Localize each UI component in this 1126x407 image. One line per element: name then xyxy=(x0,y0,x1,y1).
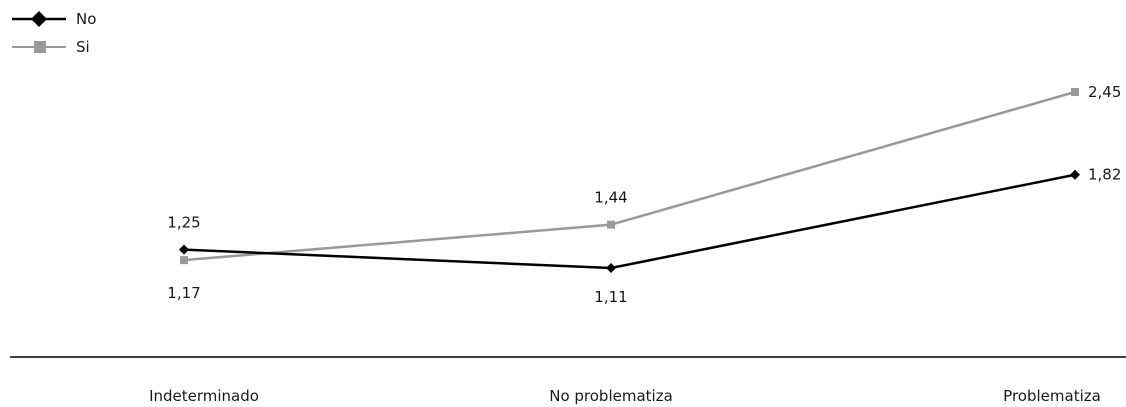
legend-marker-si xyxy=(34,41,46,53)
data-point-no-2 xyxy=(1070,169,1080,180)
series-layer: 1,17 1,44 2,45 1,25 1,11 1,82 xyxy=(167,83,1121,306)
data-label-no-0: 1,25 xyxy=(167,214,200,232)
series-si: 1,17 1,44 2,45 xyxy=(167,83,1121,302)
category-label-1: No problematiza xyxy=(549,387,673,405)
series-line-si xyxy=(183,90,1076,262)
data-label-si-2: 2,45 xyxy=(1088,83,1121,101)
legend-marker-no xyxy=(31,11,47,27)
data-label-si-1: 1,44 xyxy=(594,189,627,207)
legend-label-no: No xyxy=(76,10,96,28)
category-label-2: Problematiza xyxy=(1003,387,1101,405)
legend: No Si xyxy=(12,10,96,56)
category-axis: Indeterminado No problematiza Problematiza xyxy=(149,387,1101,405)
data-point-no-0 xyxy=(179,244,189,255)
legend-label-si: Si xyxy=(76,38,90,56)
series-no: 1,25 1,11 1,82 xyxy=(167,166,1121,306)
data-label-no-1: 1,11 xyxy=(594,288,627,306)
data-label-si-0: 1,17 xyxy=(167,284,200,302)
data-point-si-1 xyxy=(607,220,615,229)
data-label-no-2: 1,82 xyxy=(1088,166,1121,184)
data-point-si-2 xyxy=(1071,88,1079,96)
data-point-no-1 xyxy=(606,263,616,273)
category-label-0: Indeterminado xyxy=(149,387,259,405)
series-line-no xyxy=(183,173,1076,270)
data-point-si-0 xyxy=(180,256,188,265)
